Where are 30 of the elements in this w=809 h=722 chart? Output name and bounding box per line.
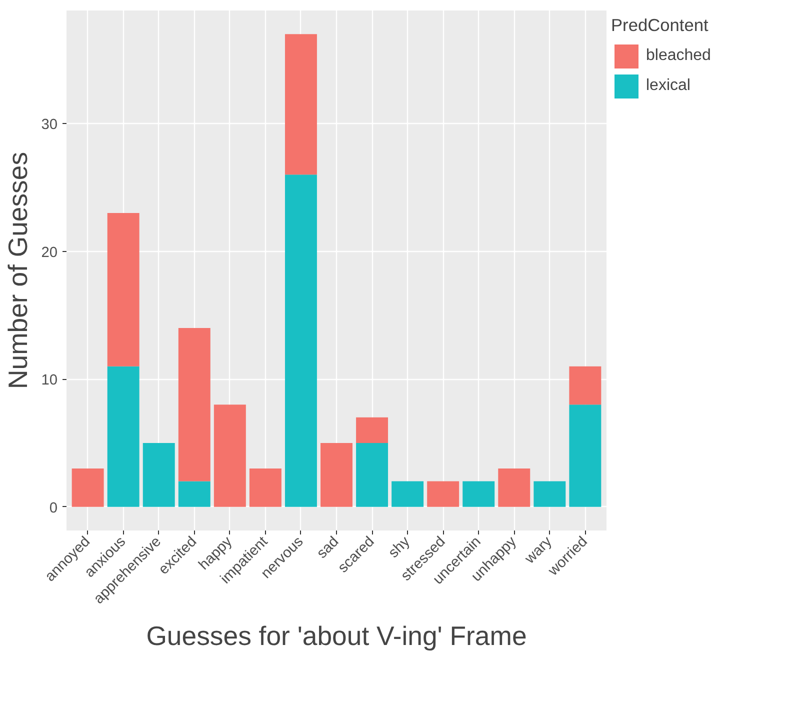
bar [214,404,246,507]
bar [320,442,352,507]
bar [569,366,602,405]
bar [534,481,566,507]
legend-label: lexical [646,77,692,95]
x-axis-title: Guesses for 'about V-ing' Frame [146,621,527,652]
bar [72,468,104,507]
bar [107,366,140,507]
bar [142,442,175,507]
y-axis-title: Number of Guesses [3,152,34,390]
bar [392,481,424,507]
bar [462,481,495,507]
bar [284,34,317,175]
bar [356,442,388,507]
bar [107,213,140,366]
bar [178,328,210,482]
y-tick-label: 20 [41,244,58,261]
legend-title: PredContent [611,15,710,36]
bar [249,468,282,507]
bar [178,481,210,507]
y-tick-label: 10 [41,372,58,389]
bar [284,174,317,507]
bar [498,468,530,507]
y-tick-label: 0 [49,500,58,516]
bar [356,417,388,443]
x-tick-label: sad [314,534,342,562]
bar [427,481,460,507]
legend-label: bleached [646,47,711,65]
bar [569,404,602,507]
y-tick-label: 30 [41,117,58,134]
